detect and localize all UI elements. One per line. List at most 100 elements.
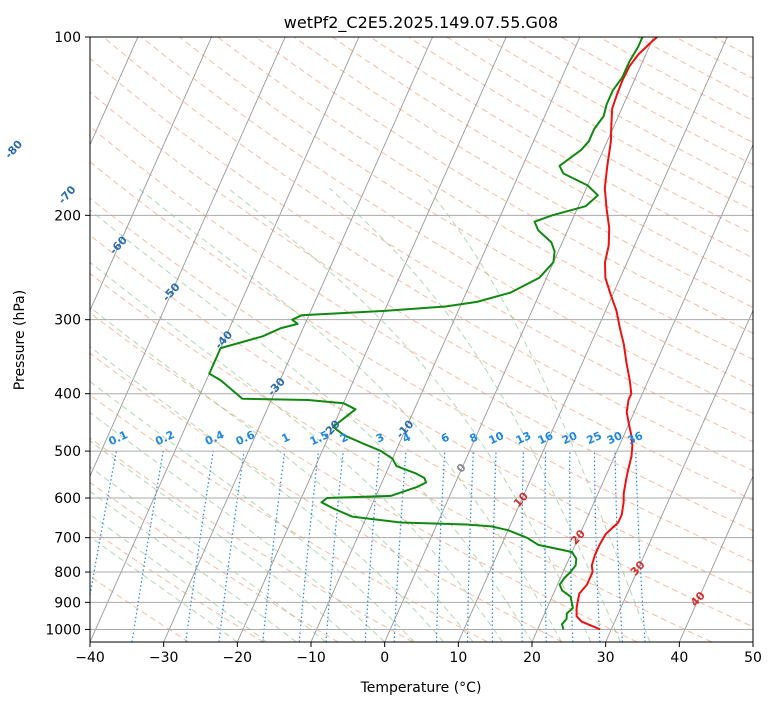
dry-adiabat-line [751,37,753,39]
isotherm-line [0,37,64,642]
dry-adiabat-line [90,394,488,642]
mixing-ratio-label: 30 [605,429,625,447]
mixing-ratio-label: 16 [536,429,556,447]
dry-adiabat-line [217,37,753,360]
mixing-ratio-label: 1 [280,431,292,446]
isotherm-label: -30 [265,375,288,399]
temperature-profile-line [575,37,658,631]
x-tick-label: 40 [670,650,688,666]
mixing-ratio-label: 25 [585,429,604,447]
dry-adiabat-line [179,37,753,387]
dry-adiabat-line [637,37,753,100]
moist-adiabat-line [90,380,415,642]
dry-adiabat-line [102,37,753,443]
moist-adiabat-line [90,209,533,642]
y-tick-label: 600 [54,491,81,507]
plot-frame [89,36,754,643]
mixing-ratio-label: 4 [400,430,413,445]
mixing-ratio-line [491,451,497,642]
dry-adiabat-line [90,312,638,642]
dry-adiabat-line [90,161,753,563]
chart-title: wetPf2_C2E5.2025.149.07.55.G08 [284,13,558,33]
isotherm-label: 0 [454,461,469,476]
mixing-ratio-line [393,451,407,642]
mixing-ratio-line [218,451,245,642]
background-lines [90,37,753,642]
mixing-ratio-line [90,450,117,599]
isotherm-label: -40 [212,328,235,352]
mixing-ratio-label: 36 [626,429,646,447]
isotherm-label: -60 [107,233,130,257]
isotherm-line [90,37,286,478]
mixing-ratio-line [262,451,286,642]
x-tick-label: 10 [449,650,467,666]
dry-adiabat-line [675,37,753,79]
isotherm-label: -70 [56,183,79,207]
mixing-ratio-label: 13 [514,429,533,447]
dry-adiabat-line [141,37,753,415]
x-tick-label: −40 [75,650,105,666]
mixing-ratio-line [298,451,319,642]
isotherm-line [236,37,507,642]
isotherm-line [90,37,360,642]
moist-adiabat-line [90,466,327,642]
dry-adiabat-line [713,37,753,59]
isotherm-line [605,309,753,642]
moist-adiabat-line [138,187,562,642]
y-tick-label: 500 [54,444,81,460]
isotherm-label: -50 [160,280,183,304]
mixing-ratio-label: 10 [487,429,507,447]
dry-adiabat-line [90,437,414,642]
grid-lines [0,37,753,642]
x-axis: −40 −30 −20 −10 0 10 20 30 40 50 [75,642,762,666]
mixing-ratio-line [435,451,446,642]
dry-adiabat-line [90,91,753,501]
dry-adiabat-line [90,272,712,642]
y-tick-label: 800 [54,565,81,581]
moist-adiabat-line [90,440,356,642]
moist-adiabat-line [90,513,268,642]
y-tick-label: 700 [54,531,81,547]
dry-adiabat-line [560,37,753,144]
mixing-ratio-label: 3 [374,431,386,446]
isotherm-line [752,640,753,642]
y-axis-title: Pressure (hPa) [12,290,28,390]
profile-lines [208,37,658,631]
isotherm-line [384,37,654,642]
y-tick-label: 200 [54,208,81,224]
isotherm-line [457,37,728,642]
x-tick-label: 50 [744,650,762,666]
dry-adiabat-line [332,37,753,284]
isotherm-line [531,143,753,642]
x-tick-label: 30 [597,650,615,666]
mixing-ratio-line [325,451,344,642]
dry-adiabat-line [90,197,753,595]
y-tick-label: 1000 [45,622,81,638]
moist-adiabat-line [329,187,621,642]
x-tick-label: −20 [223,650,253,666]
moist-adiabat-line [90,536,238,642]
mixing-ratio-line [364,451,380,642]
dry-adiabat-line [90,352,563,642]
dry-adiabat-line [293,37,753,309]
y-tick-label: 400 [54,387,81,403]
x-tick-label: −10 [296,650,326,666]
dry-adiabat-line [90,234,753,628]
mixing-ratio-label: 0.4 [203,428,226,448]
x-tick-label: −30 [149,650,179,666]
isotherm-line [310,37,581,642]
isotherm-line [678,475,753,642]
y-axis: 100 200 300 400 500 600 700 800 900 1000 [45,30,90,638]
dry-adiabat-line [90,481,339,642]
y-tick-label: 300 [54,313,81,329]
dry-adiabat-line [90,57,753,472]
isotherm-label: 10 [511,490,531,510]
mixing-ratio-line [569,451,574,642]
mixing-ratio-line [131,450,164,642]
isotherm-line [163,37,433,642]
isotherm-label: -80 [2,137,25,161]
mixing-ratio-label: 6 [439,430,452,445]
isotherm-line [90,37,212,312]
